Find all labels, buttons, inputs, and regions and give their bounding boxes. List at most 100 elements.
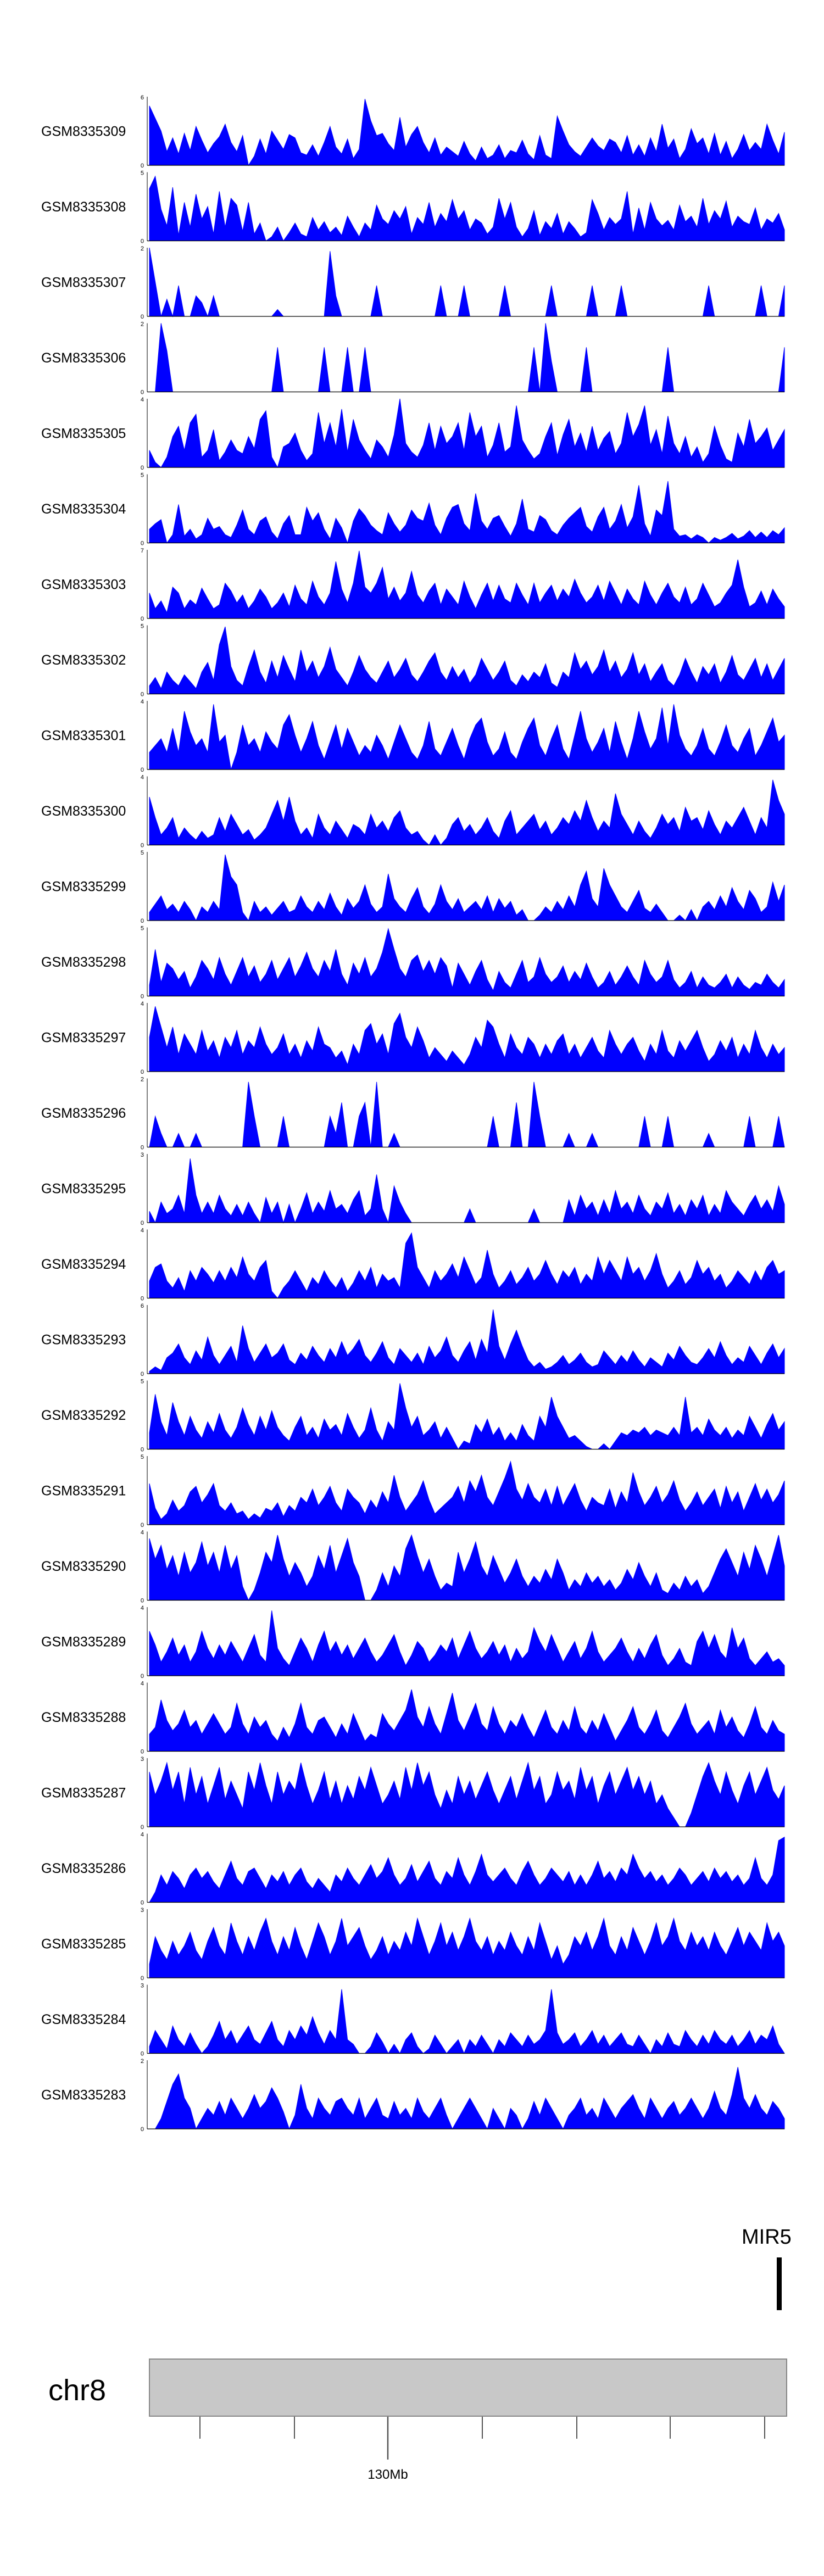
- coverage-track: GSM8335300 4 0: [41, 774, 785, 849]
- track-label: GSM8335299: [41, 879, 126, 895]
- coverage-track: GSM8335292 5 0: [41, 1379, 785, 1453]
- coverage-track: GSM8335293 6 0: [41, 1303, 785, 1378]
- track-ymin-label: 0: [141, 1371, 144, 1378]
- track-label: GSM8335289: [41, 1635, 126, 1650]
- coverage-area: [149, 1460, 785, 1525]
- coverage-track: GSM8335298 5 0: [41, 925, 785, 1000]
- track-ymin-label: 0: [141, 2126, 144, 2133]
- coverage-tracks: GSM833530960GSM833530850GSM833530720GSM8…: [41, 94, 785, 2133]
- coverage-area: [149, 1761, 785, 1827]
- chromosome-ideogram: [149, 2358, 787, 2417]
- coverage-track: GSM8335297 4 0: [41, 1001, 785, 1075]
- coverage-track: GSM8335285 3 0: [41, 1907, 785, 1982]
- track-ymax-label: 3: [141, 1907, 144, 1914]
- track-ymin-label: 0: [141, 163, 144, 169]
- track-ymax-label: 4: [141, 699, 144, 705]
- coverage-area: [149, 1917, 785, 1978]
- track-ymin-label: 0: [141, 692, 144, 698]
- track-ymax-label: 4: [141, 1832, 144, 1838]
- coverage-track: GSM8335284 3 0: [41, 1983, 785, 2058]
- coverage-track: GSM8335290 4 0: [41, 1530, 785, 1604]
- track-ymin-label: 0: [141, 2051, 144, 2058]
- track-ymax-label: 2: [141, 246, 144, 252]
- coverage-area: [149, 1836, 785, 1903]
- track-ymin-label: 0: [141, 465, 144, 471]
- gene-label: MIR5: [742, 2226, 792, 2249]
- track-ymin-label: 0: [141, 389, 144, 396]
- track-label: GSM8335298: [41, 955, 126, 970]
- coverage-area: [149, 626, 785, 694]
- coverage-area: [149, 854, 785, 922]
- track-label: GSM8335305: [41, 426, 126, 442]
- track-label: GSM8335284: [41, 2012, 126, 2027]
- track-label: GSM8335292: [41, 1408, 126, 1423]
- track-label: GSM8335291: [41, 1484, 126, 1499]
- coverage-area: [149, 1534, 785, 1601]
- coverage-area: [149, 1006, 785, 1072]
- coverage-area: [149, 1989, 785, 2054]
- track-ymax-label: 2: [141, 321, 144, 328]
- coverage-track: GSM8335309 6 0: [41, 94, 785, 169]
- coverage-track: GSM8335286 4 0: [41, 1832, 785, 1906]
- track-label: GSM8335296: [41, 1106, 126, 1121]
- track-ymin-label: 0: [141, 1069, 144, 1075]
- track-ymax-label: 2: [141, 1077, 144, 1083]
- track-ymin-label: 0: [141, 1749, 144, 1755]
- coverage-track: GSM8335301 4 0: [41, 699, 785, 773]
- track-ymin-label: 0: [141, 843, 144, 849]
- track-label: GSM8335303: [41, 577, 126, 593]
- track-label: GSM8335288: [41, 1710, 126, 1725]
- track-ymin-label: 0: [141, 1296, 144, 1302]
- coverage-area: [149, 704, 785, 770]
- coverage-track: GSM8335295 3 0: [41, 1152, 785, 1226]
- track-ymax-label: 3: [141, 1756, 144, 1763]
- track-ymax-label: 5: [141, 170, 144, 177]
- chromosome-label: chr8: [48, 2374, 106, 2407]
- coverage-track: GSM8335294 4 0: [41, 1228, 785, 1302]
- coverage-track: GSM8335305 4 0: [41, 397, 785, 471]
- track-label: GSM8335301: [41, 728, 126, 744]
- coverage-area: [149, 1610, 785, 1676]
- track-ymin-label: 0: [141, 1900, 144, 1906]
- coverage-track: GSM8335304 5 0: [41, 472, 785, 547]
- track-ymax-label: 5: [141, 623, 144, 630]
- coverage-area: [149, 550, 785, 619]
- track-ymin-label: 0: [141, 616, 144, 622]
- track-label: GSM8335297: [41, 1030, 126, 1046]
- coverage-area: [149, 779, 785, 846]
- track-ymax-label: 7: [141, 548, 144, 554]
- track-label: GSM8335306: [41, 350, 126, 366]
- track-ymax-label: 4: [141, 1530, 144, 1536]
- track-ymin-label: 0: [141, 994, 144, 1000]
- track-ymin-label: 0: [141, 1447, 144, 1453]
- coverage-area: [149, 99, 785, 166]
- track-ymax-label: 5: [141, 1454, 144, 1460]
- track-ymax-label: 2: [141, 2058, 144, 2065]
- genome-axis-tick-label: 130Mb: [368, 2467, 408, 2482]
- coverage-area: [149, 481, 785, 544]
- track-ymin-label: 0: [141, 540, 144, 547]
- coverage-track: GSM8335308 5 0: [41, 170, 785, 245]
- track-label: GSM8335304: [41, 501, 126, 517]
- coverage-area: [149, 1309, 785, 1374]
- coverage-area: [149, 1383, 785, 1450]
- track-ymin-label: 0: [141, 1145, 144, 1151]
- coverage-track: GSM8335306 2 0: [41, 321, 785, 396]
- track-ymax-label: 5: [141, 850, 144, 856]
- coverage-track: GSM8335303 7 0: [41, 548, 785, 622]
- track-ymax-label: 5: [141, 472, 144, 479]
- track-label: GSM8335307: [41, 275, 126, 291]
- track-ymax-label: 3: [141, 1983, 144, 1989]
- track-ymin-label: 0: [141, 1220, 144, 1226]
- track-ymin-label: 0: [141, 1824, 144, 1831]
- track-ymax-label: 4: [141, 1001, 144, 1007]
- track-ymin-label: 0: [141, 314, 144, 320]
- track-ymin-label: 0: [141, 1598, 144, 1604]
- track-ymax-label: 4: [141, 1605, 144, 1612]
- coverage-track: GSM8335296 2 0: [41, 1077, 785, 1151]
- coverage-track: GSM8335302 5 0: [41, 623, 785, 698]
- coverage-area: [149, 928, 785, 996]
- coverage-track: GSM8335283 2 0: [41, 2058, 785, 2133]
- track-label: GSM8335290: [41, 1559, 126, 1574]
